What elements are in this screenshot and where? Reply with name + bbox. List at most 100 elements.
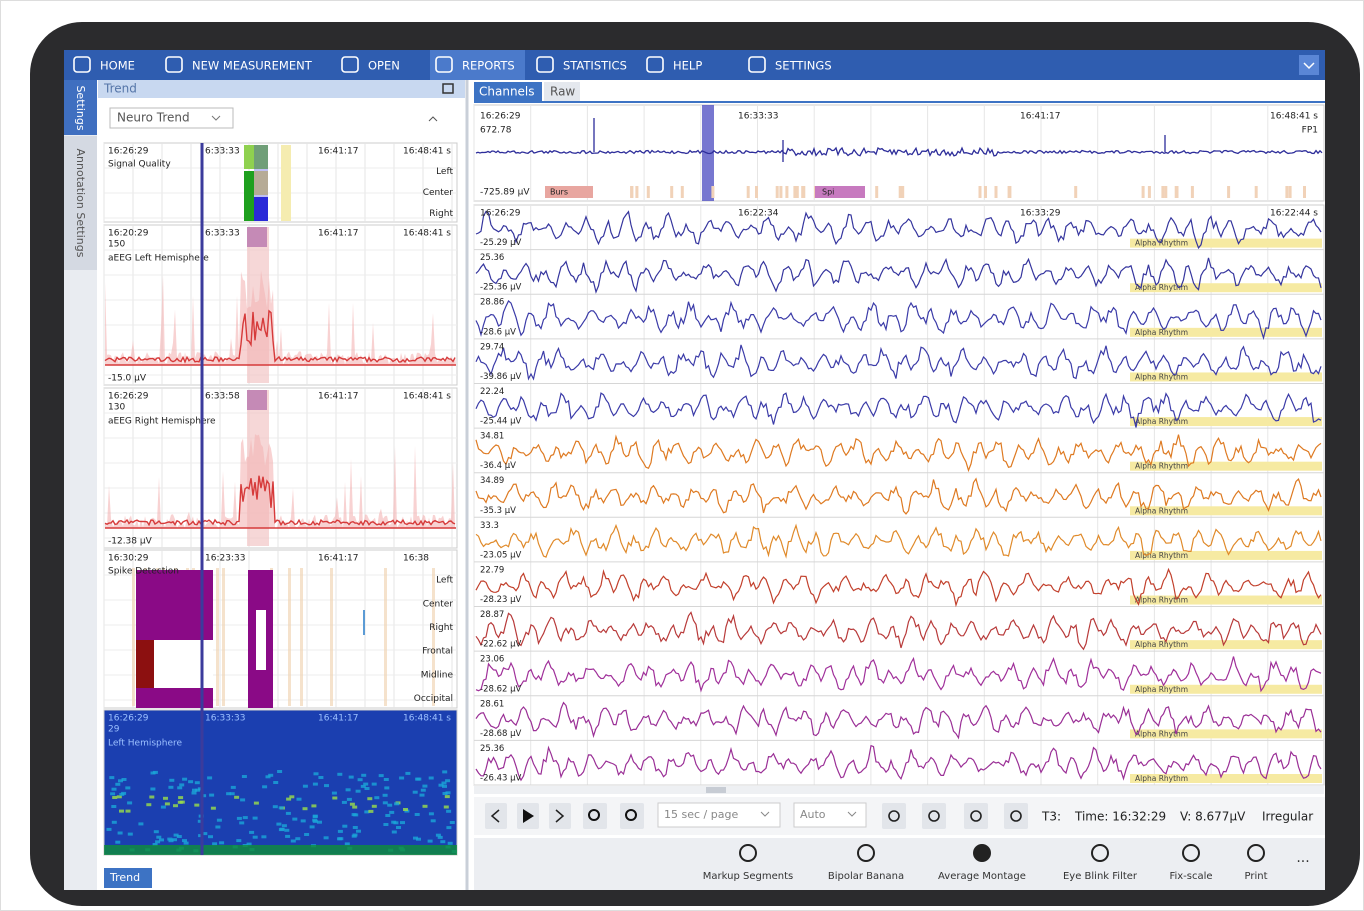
channel-scale-top: 25.36 <box>480 253 504 263</box>
spectrogram-cell <box>243 816 248 819</box>
trend-row-label: Right <box>429 623 453 633</box>
nav-item[interactable]: HOME <box>100 59 135 73</box>
spectrogram-cell <box>301 819 306 822</box>
spectrogram-cell <box>188 780 193 783</box>
channel-scale-bottom: -28.6 µV <box>480 327 516 337</box>
tool-button[interactable] <box>882 803 906 829</box>
spectrogram-cell <box>342 825 347 828</box>
annotation-label: Alpha Rhythm <box>1135 640 1188 649</box>
zoom-out-button[interactable] <box>620 803 644 829</box>
action-label[interactable]: Fix-scale <box>1169 871 1212 882</box>
trend-scale-top: 130 <box>108 403 125 413</box>
trend-time: 16:23:33 <box>205 554 245 564</box>
spectrogram-cell <box>415 778 420 781</box>
nav-item[interactable]: HELP <box>673 59 702 73</box>
spectrogram-cell <box>313 815 318 818</box>
channel-scale-top: 22.24 <box>480 387 504 397</box>
prev-button[interactable] <box>485 803 507 829</box>
channel-scale-top: 28.86 <box>480 298 504 308</box>
action-label[interactable]: Print <box>1244 871 1267 882</box>
nav-item[interactable]: OPEN <box>368 59 400 73</box>
spectrogram-cell <box>236 839 241 842</box>
overview-tick <box>630 186 633 198</box>
spectrogram-cell <box>285 835 290 838</box>
spectrogram-cell <box>310 825 315 828</box>
overview-tick <box>1008 186 1011 198</box>
tool-button[interactable] <box>922 803 946 829</box>
spectrogram-cell <box>249 831 254 834</box>
spectrogram-cell <box>177 786 182 789</box>
trend-time: 6:33:58 <box>205 392 240 402</box>
spectrogram-cell <box>428 840 433 843</box>
spectrogram-cell <box>182 778 187 781</box>
tool-button[interactable] <box>964 803 988 829</box>
trend-header <box>98 80 465 98</box>
spectrogram-cell <box>379 774 384 777</box>
spectrogram-cell <box>393 821 398 824</box>
trend-time: 16:41:17 <box>318 147 358 157</box>
nav-item[interactable]: STATISTICS <box>563 59 627 73</box>
overview-tick <box>875 186 878 198</box>
spectrogram-cell <box>346 788 351 791</box>
nav-dropdown[interactable] <box>1299 55 1319 75</box>
trend-panel-label: aEEG Right Hemisphere <box>108 417 216 427</box>
overview-tick <box>984 186 987 198</box>
spectrogram-cell <box>292 818 297 821</box>
spectrogram-cell <box>286 798 291 801</box>
channel-scale-top: 33.3 <box>480 521 499 531</box>
action-label[interactable]: Eye Blink Filter <box>1063 871 1138 882</box>
spectrogram-cell <box>279 828 284 831</box>
action-label[interactable]: Average Montage <box>938 871 1026 882</box>
channel-scale-bottom: -25.44 µV <box>480 417 522 427</box>
overview-tick <box>995 186 998 198</box>
nav-item[interactable]: NEW MEASUREMENT <box>192 59 313 73</box>
trend-time: 16:26:29 <box>108 392 149 402</box>
spectrogram-cell <box>119 793 124 796</box>
spectrogram-cell <box>119 810 124 813</box>
spectrogram-cell <box>361 774 366 777</box>
trend-time: 16:48:41 s <box>403 392 451 402</box>
spectrogram-cell <box>286 812 291 815</box>
annotation-label: Alpha Rhythm <box>1135 328 1188 337</box>
nav-item[interactable]: SETTINGS <box>775 59 832 73</box>
spectrogram-cell <box>212 842 217 845</box>
spectrogram-cell <box>118 779 123 782</box>
channel-scale-top: 28.61 <box>480 699 504 709</box>
next-button[interactable] <box>549 803 571 829</box>
spectrogram-cell <box>356 830 361 833</box>
scrollbar-thumb[interactable] <box>706 787 726 793</box>
tool-button[interactable] <box>1004 803 1028 829</box>
channel-scale-top: 22.79 <box>480 565 504 575</box>
spectrogram-cell <box>422 785 427 788</box>
action-label[interactable]: Bipolar Banana <box>828 871 904 882</box>
spectrogram-cell <box>173 804 178 807</box>
spectrogram-cell <box>115 841 120 844</box>
spectrogram-cell <box>226 792 231 795</box>
trend-time: 16:41:17 <box>318 554 358 564</box>
overview-time: 16:48:41 s <box>1270 112 1318 122</box>
nav-item[interactable]: REPORTS <box>462 59 515 73</box>
overview-tick <box>1161 186 1164 198</box>
spectrogram-cell <box>384 778 389 781</box>
spectrogram-cell <box>356 790 361 793</box>
action-label[interactable]: Markup Segments <box>703 871 793 882</box>
spectrogram-cell <box>217 819 222 822</box>
channel-tab[interactable]: Channels <box>479 85 535 99</box>
trend-time: 16:48:41 s <box>403 147 451 157</box>
spectrogram-cell <box>444 806 449 809</box>
trend-scale-bottom: -15.0 µV <box>108 374 147 384</box>
spectrogram-cell <box>446 826 451 829</box>
spike-tick <box>216 568 219 706</box>
channel-scale-top: 29.74 <box>480 342 504 352</box>
spectrogram-cell <box>165 802 170 805</box>
overview-tick <box>1289 186 1292 198</box>
annotation-label: Alpha Rhythm <box>1135 685 1188 694</box>
quality-block <box>254 145 268 221</box>
channel-scale-bottom: -36.4 µV <box>480 461 516 471</box>
zoom-in-button[interactable] <box>583 803 607 829</box>
more-button[interactable]: ... <box>1296 850 1309 866</box>
spectrogram-cell <box>396 826 401 829</box>
spectrogram-cell <box>179 783 184 786</box>
channel-tab[interactable]: Raw <box>550 85 575 99</box>
action-icon[interactable] <box>974 845 990 861</box>
